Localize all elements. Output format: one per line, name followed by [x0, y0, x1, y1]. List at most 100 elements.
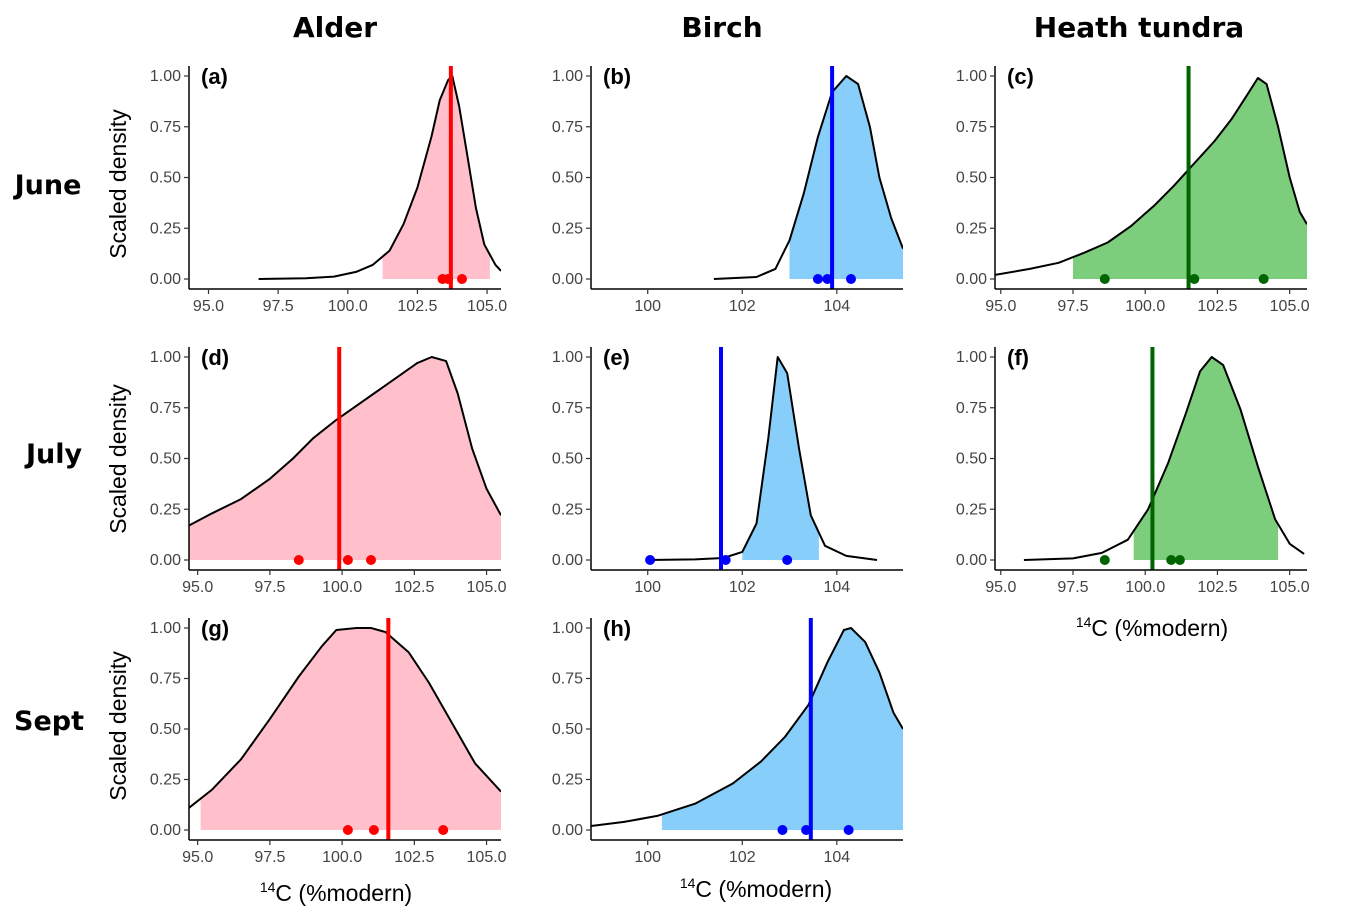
- density-fill: [1133, 357, 1279, 560]
- y-tick-label: 0.50: [150, 451, 181, 468]
- panel-d: 0.00 0.25 0.50 0.75 1.00 95.0 97.5 100.0 102.5 10…: [150, 345, 507, 596]
- x-tick-label: 95.0: [985, 298, 1016, 315]
- y-tick-label: 0.50: [552, 451, 583, 468]
- x-tick-label: 102.5: [394, 849, 434, 866]
- panel-label: (c): [1007, 64, 1034, 89]
- y-tick-label: 0.50: [956, 451, 987, 468]
- density-curve: [258, 75, 501, 280]
- y-axis-title-row2: Scaled density: [105, 384, 131, 534]
- y-tick-label: 0.25: [552, 772, 583, 789]
- density-curve: [995, 77, 1307, 276]
- y-tick-label: 0.25: [150, 501, 181, 518]
- x-tick-label: 100.0: [322, 579, 362, 596]
- density-fill: [189, 357, 501, 560]
- sample-point: [846, 274, 856, 284]
- y-tick-label: 1.00: [552, 349, 583, 366]
- panel-label: (h): [603, 616, 631, 641]
- x-tick-label: 105.0: [467, 849, 507, 866]
- density-fill: [742, 357, 819, 560]
- row-title-sept: Sept: [14, 706, 84, 737]
- y-tick-label: 0.25: [552, 501, 583, 518]
- y-tick-label: 0.50: [552, 721, 583, 738]
- y-tick-label: 0.50: [956, 170, 987, 187]
- panel-f: 0.00 0.25 0.50 0.75 1.00 95.0 97.5 100.0 102.5 10…: [956, 345, 1310, 596]
- plot-area: [645, 347, 878, 570]
- panel-e: 0.00 0.25 0.50 0.75 1.00 100 102 104 (e): [552, 345, 903, 596]
- plot-area: [189, 618, 501, 840]
- sample-point: [342, 555, 353, 565]
- panel-b: 0.00 0.25 0.50 0.75 1.00 100 102 104 (b): [552, 64, 903, 315]
- plot-area: [995, 66, 1307, 289]
- y-tick-label: 1.00: [552, 68, 583, 85]
- y-tick-label: 0.25: [956, 501, 987, 518]
- x-tick-label: 95.0: [985, 579, 1016, 596]
- panel-label: (f): [1007, 345, 1029, 370]
- panels: 0.00 0.25 0.50 0.75 1.00 95.0 97.5 100.0 102.5 10…: [150, 64, 1310, 866]
- x-tick-label: 95.0: [193, 298, 224, 315]
- y-tick-label: 0.75: [552, 119, 583, 136]
- panel-label: (e): [603, 345, 630, 370]
- x-tick-label: 100: [634, 849, 661, 866]
- sample-point: [822, 274, 833, 284]
- x-tick-label: 102.5: [394, 579, 434, 596]
- y-tick-label: 0.75: [150, 671, 181, 688]
- y-tick-label: 1.00: [150, 349, 181, 366]
- col-title-heath-tundra: Heath tundra: [1034, 11, 1244, 44]
- x-tick-label: 104: [823, 298, 850, 315]
- y-tick-label: 0.25: [150, 220, 181, 237]
- x-tick-label: 105.0: [1270, 579, 1310, 596]
- plot-area: [258, 66, 501, 289]
- y-tick-label: 0.00: [552, 822, 583, 839]
- y-tick-label: 1.00: [552, 620, 583, 637]
- x-axis-title-birch: 14C (%modern): [680, 875, 832, 902]
- x-axis-title-sup: 14: [260, 879, 276, 895]
- row-title-june: June: [13, 170, 82, 201]
- plot-area: [1023, 347, 1305, 570]
- y-tick-label: 0.25: [150, 772, 181, 789]
- y-tick-label: 1.00: [956, 349, 987, 366]
- panel-label: (a): [201, 64, 228, 89]
- panel-c: 0.00 0.25 0.50 0.75 1.00 95.0 97.5 100.0 102.5 10…: [956, 64, 1310, 315]
- sample-point: [782, 555, 793, 565]
- sample-point: [342, 825, 353, 835]
- y-tick-label: 1.00: [150, 68, 181, 85]
- sample-point: [368, 825, 379, 835]
- density-fill: [661, 628, 903, 830]
- density-fill: [789, 76, 903, 279]
- y-tick-label: 0.75: [956, 400, 987, 417]
- panel-g: 0.00 0.25 0.50 0.75 1.00 95.0 97.5 100.0 102.5 10…: [150, 616, 507, 866]
- y-tick-label: 0.50: [150, 721, 181, 738]
- x-tick-label: 104: [823, 579, 850, 596]
- y-tick-label: 1.00: [956, 68, 987, 85]
- y-tick-label: 0.75: [150, 119, 181, 136]
- plot-area: [591, 618, 903, 840]
- y-tick-label: 0.25: [552, 220, 583, 237]
- x-tick-label: 102.5: [1197, 579, 1237, 596]
- row-title-july: July: [24, 439, 83, 470]
- y-tick-label: 0.00: [150, 552, 181, 569]
- sample-point: [1099, 274, 1110, 284]
- x-tick-label: 102: [729, 298, 756, 315]
- sample-point: [293, 555, 304, 565]
- x-tick-label: 100.0: [1125, 579, 1165, 596]
- y-tick-label: 0.00: [150, 822, 181, 839]
- col-title-alder: Alder: [293, 11, 377, 44]
- y-tick-label: 0.00: [552, 552, 583, 569]
- density-curve: [591, 627, 903, 827]
- sample-point: [843, 825, 854, 835]
- x-axis-title-text: C (%modern): [1091, 615, 1228, 641]
- density-curve: [189, 627, 501, 809]
- x-tick-label: 97.5: [1057, 579, 1088, 596]
- x-axis-title-sup: 14: [680, 875, 696, 891]
- sample-point: [438, 825, 449, 835]
- x-tick-label: 104: [823, 849, 850, 866]
- sample-point: [645, 555, 656, 565]
- y-tick-label: 0.00: [956, 271, 987, 288]
- sample-point: [812, 274, 823, 284]
- x-tick-label: 102.5: [1197, 298, 1237, 315]
- sample-point: [443, 274, 454, 284]
- x-tick-label: 100.0: [322, 849, 362, 866]
- y-tick-label: 0.75: [552, 400, 583, 417]
- panel-label: (g): [201, 616, 229, 641]
